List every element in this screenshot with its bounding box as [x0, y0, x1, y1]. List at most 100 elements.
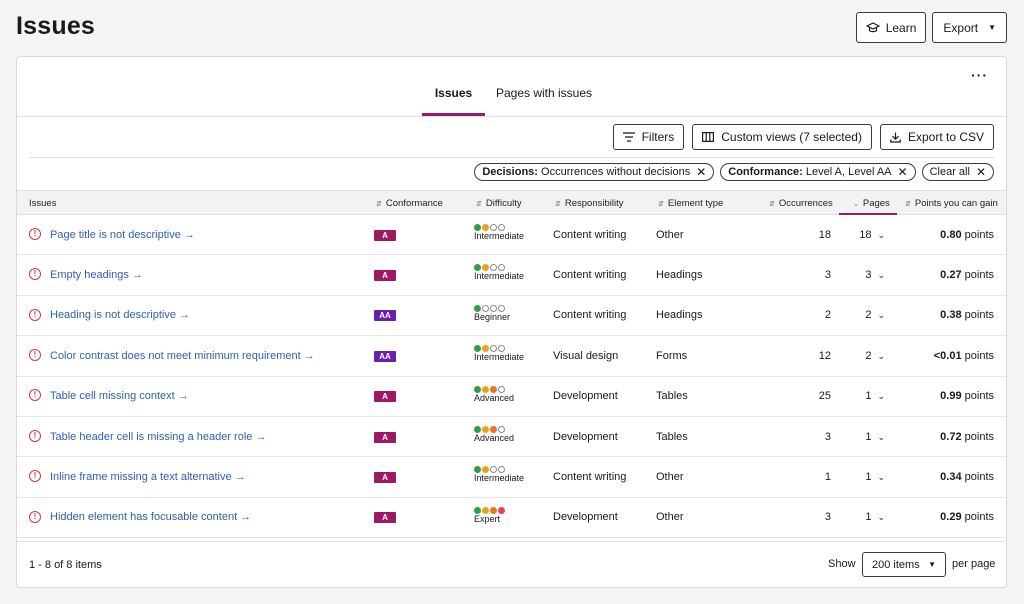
table-row[interactable]: ! Inline frame missing a text alternative…	[17, 457, 1006, 498]
difficulty-dot	[482, 264, 489, 272]
col-occurrences[interactable]: ⇵ Occurrences	[769, 198, 833, 209]
pages-value: 1	[865, 511, 872, 524]
difficulty-dots	[474, 385, 514, 393]
difficulty-dot	[490, 506, 497, 514]
active-filters: Decisions: Occurrences without decisions…	[474, 163, 994, 181]
difficulty-dot	[490, 425, 497, 433]
pages-cell[interactable]: 1 ⌄	[865, 511, 885, 523]
export-csv-button[interactable]: Export to CSV	[879, 124, 994, 150]
caret-down-icon: ▼	[988, 23, 996, 32]
table-row[interactable]: ! Table header cell is missing a header r…	[17, 417, 1006, 458]
responsibility-cell: Development	[553, 390, 618, 403]
difficulty-label: Advanced	[474, 432, 515, 443]
page-size-select[interactable]: 200 items ▼	[862, 552, 946, 577]
chevron-down-icon[interactable]: ⌄	[877, 270, 885, 281]
difficulty-dots	[474, 425, 514, 433]
export-button[interactable]: Export ▼	[932, 12, 1007, 43]
conformance-badge: AA	[374, 350, 396, 362]
conformance-cell: A	[374, 511, 396, 524]
difficulty-dot	[490, 224, 497, 231]
issues-card: Issues Pages with issues ··· Filters Cus…	[16, 56, 1007, 588]
close-icon[interactable]: ✕	[696, 165, 707, 179]
points-unit: points	[964, 430, 994, 443]
issue-link[interactable]: Hidden element has focusable content →	[50, 511, 252, 524]
chevron-down-icon[interactable]: ⌄	[877, 229, 885, 240]
table-row[interactable]: ! Empty headings → A Intermediate Content…	[17, 255, 1006, 296]
decisions-filter-chip[interactable]: Decisions: Occurrences without decisions…	[474, 163, 715, 181]
difficulty-dot	[498, 466, 505, 474]
custom-views-button[interactable]: Custom views (7 selected)	[692, 124, 872, 150]
issue-cell: ! Heading is not descriptive →	[29, 308, 191, 322]
close-icon[interactable]: ✕	[897, 165, 908, 179]
custom-views-label: Custom views (7 selected)	[721, 130, 862, 144]
alert-circle-icon: !	[29, 389, 41, 402]
occurrences-cell: 25	[818, 390, 831, 403]
col-element-type[interactable]: ⇵ Element type	[658, 198, 723, 209]
issue-link[interactable]: Inline frame missing a text alternative …	[50, 471, 246, 484]
chip-key: Conformance:	[728, 166, 803, 178]
element-type-cell: Other	[656, 228, 684, 241]
pages-value: 2	[865, 309, 872, 322]
points-unit: points	[964, 471, 994, 484]
pages-cell[interactable]: 3 ⌄	[865, 269, 885, 281]
pages-cell[interactable]: 1 ⌄	[865, 390, 885, 402]
col-responsibility[interactable]: ⇵ Responsibility	[555, 198, 624, 209]
difficulty-dot	[490, 466, 497, 474]
more-options-icon[interactable]: ···	[971, 67, 988, 83]
issue-link[interactable]: Color contrast does not meet minimum req…	[50, 349, 315, 362]
alert-circle-icon: !	[29, 348, 41, 361]
chevron-down-icon[interactable]: ⌄	[877, 310, 885, 321]
difficulty-dot	[498, 264, 505, 272]
col-pages[interactable]: ⌄ Pages	[839, 198, 897, 215]
page-size-value: 200 items	[872, 558, 920, 571]
issue-link[interactable]: Page title is not descriptive →	[50, 228, 195, 241]
chevron-down-icon[interactable]: ⌄	[877, 350, 885, 361]
tab-issues[interactable]: Issues	[422, 86, 485, 116]
pages-cell[interactable]: 1 ⌄	[865, 431, 885, 443]
sort-icon: ⇵	[658, 201, 664, 208]
chevron-down-icon[interactable]: ⌄	[877, 512, 885, 523]
close-icon[interactable]: ✕	[975, 165, 986, 179]
pages-value: 1	[865, 471, 872, 484]
issue-link[interactable]: Table header cell is missing a header ro…	[50, 430, 267, 443]
table-row[interactable]: ! Table cell missing context → A Advanced…	[17, 377, 1006, 417]
pages-cell[interactable]: 1 ⌄	[865, 471, 885, 483]
difficulty-dot	[482, 425, 489, 433]
table-row[interactable]: ! Hidden element has focusable content → …	[17, 498, 1006, 539]
col-difficulty[interactable]: ⇵ Difficulty	[476, 198, 522, 209]
issue-link[interactable]: Heading is not descriptive →	[50, 309, 191, 322]
clear-all-label: Clear all	[929, 166, 970, 178]
points-value: 0.38	[940, 309, 962, 322]
col-conformance[interactable]: ⇵ Conformance	[376, 198, 443, 209]
chevron-down-icon[interactable]: ⌄	[877, 472, 885, 483]
conformance-filter-chip[interactable]: Conformance: Level A, Level AA ✕	[720, 163, 916, 181]
difficulty-dot	[474, 224, 481, 231]
table-row[interactable]: ! Heading is not descriptive → AA Beginne…	[17, 296, 1006, 337]
tab-pages-with-issues[interactable]: Pages with issues	[493, 86, 595, 116]
difficulty-dot	[498, 345, 505, 353]
conformance-cell: AA	[374, 309, 396, 322]
conformance-badge: A	[374, 391, 396, 403]
difficulty-dot	[498, 506, 505, 514]
table-row[interactable]: ! Color contrast does not meet minimum re…	[17, 336, 1006, 377]
issue-link[interactable]: Empty headings →	[50, 269, 143, 282]
filters-button[interactable]: Filters	[612, 124, 685, 150]
difficulty-dot	[482, 385, 489, 393]
clear-all-chip[interactable]: Clear all ✕	[921, 163, 994, 181]
pages-cell[interactable]: 2 ⌄	[865, 309, 885, 321]
pages-cell[interactable]: 18 ⌄	[859, 229, 885, 241]
table-row[interactable]: ! Page title is not descriptive → A Inter…	[17, 215, 1006, 256]
pages-value: 2	[865, 349, 872, 362]
occurrences-cell: 3	[824, 430, 831, 443]
chevron-down-icon[interactable]: ⌄	[877, 431, 885, 442]
learn-button[interactable]: Learn	[855, 12, 927, 43]
pages-cell[interactable]: 2 ⌄	[865, 350, 885, 362]
difficulty-label: Beginner	[474, 311, 511, 322]
issue-link[interactable]: Table cell missing context →	[50, 390, 189, 403]
responsibility-cell: Content writing	[553, 309, 627, 322]
page-title: Issues	[16, 12, 96, 40]
col-points[interactable]: ⇵ Points you can gain	[905, 198, 998, 209]
chevron-down-icon[interactable]: ⌄	[877, 391, 885, 402]
responsibility-cell: Development	[553, 511, 618, 524]
issue-cell: ! Page title is not descriptive →	[29, 227, 195, 241]
